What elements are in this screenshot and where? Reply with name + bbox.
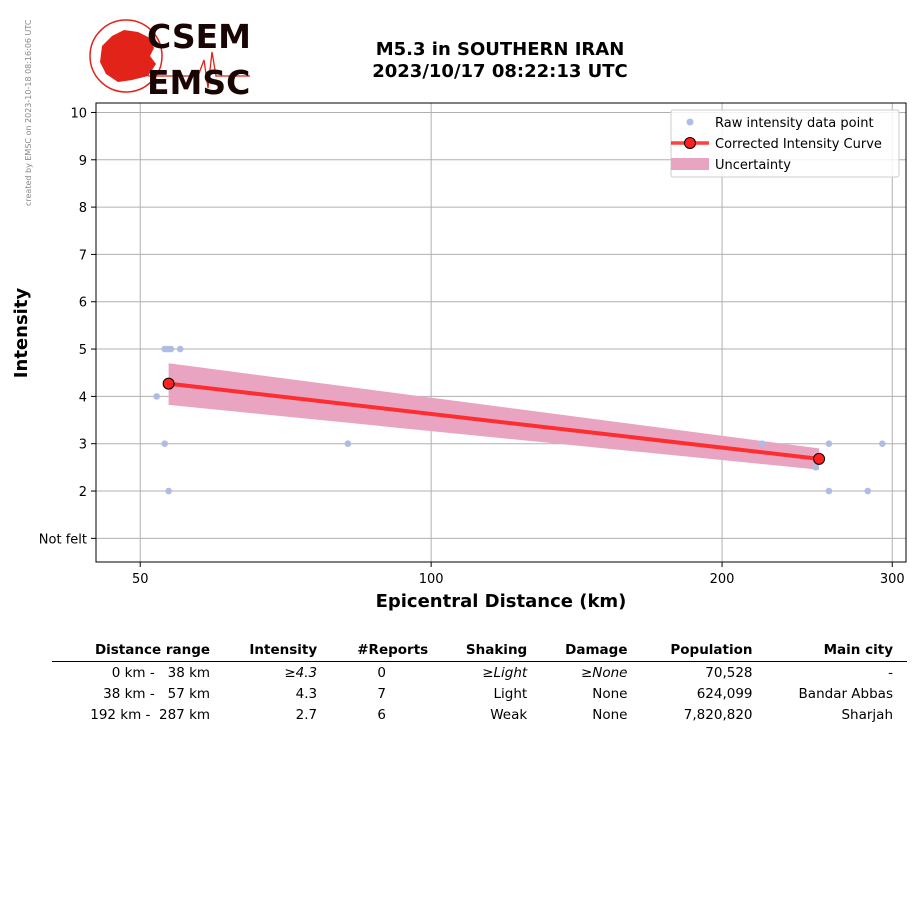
cell-shaking: Weak	[490, 707, 528, 723]
legend-curve-label: Corrected Intensity Curve	[715, 137, 882, 152]
table-row: 192 km - 287 km 2.7 6 Weak None 7,820,82…	[52, 704, 907, 725]
raw-data-point	[864, 487, 872, 495]
cell-population: 70,528	[705, 665, 753, 681]
cell-intensity: 4.3	[295, 686, 318, 702]
intensity-chart: 50 100 200 300 Not felt 2 3 4 5 6 7 8 9 10 Epicentra…	[11, 102, 907, 612]
legend-band-swatch	[671, 158, 709, 170]
cell-damage: None	[592, 707, 628, 723]
logo-globe-ring	[89, 19, 163, 93]
y-tick-label: 9	[79, 154, 87, 169]
y-tick-label: Not felt	[39, 532, 87, 547]
table-row: 0 km - 38 km ≥4.3 0 ≥Light ≥None 70,528 …	[52, 662, 907, 684]
plot-frame	[95, 102, 907, 563]
table-header-row: Distance range Intensity #Reports Shakin…	[52, 640, 907, 662]
cell-range: 192 km - 287 km	[90, 707, 211, 723]
raw-data-point	[825, 440, 833, 448]
logo-text-emsc: EMSC	[147, 63, 250, 98]
raw-data-point	[758, 440, 766, 448]
raw-data-point	[153, 393, 160, 400]
header-distance-range: Distance range	[52, 640, 225, 662]
cell-shaking: Light	[493, 686, 528, 702]
legend-raw-label: Raw intensity data point	[715, 116, 874, 131]
raw-data-point	[825, 487, 833, 495]
x-tick-label: 100	[419, 572, 444, 587]
y-tick-label: 5	[79, 343, 87, 358]
header-damage: Damage	[541, 640, 642, 662]
curve-layer	[162, 377, 826, 465]
chart-title-line2: 2023/10/17 08:22:13 UTC	[372, 61, 628, 82]
cell-range: 38 km - 57 km	[103, 686, 211, 702]
cell-intensity: 2.7	[295, 707, 318, 723]
curve-endpoint-marker	[162, 377, 175, 390]
cell-reports: 7	[377, 686, 386, 702]
corrected-intensity-curve	[166, 381, 822, 461]
curve-endpoint-marker	[813, 452, 826, 465]
creator-note: created by EMSC on 2023-10-18 08:16:06 U…	[24, 19, 33, 206]
y-tick-label: 8	[79, 201, 87, 216]
y-tick-label: 3	[79, 438, 87, 453]
cell-intensity: ≥4.3	[284, 665, 318, 681]
cell-population: 624,099	[696, 686, 753, 702]
header-reports: #Reports	[331, 640, 443, 662]
raw-data-point	[176, 345, 184, 353]
legend-band-label: Uncertainty	[715, 158, 791, 173]
raw-data-point	[167, 345, 175, 353]
y-tick-label: 10	[70, 106, 87, 121]
header-population: Population	[641, 640, 767, 662]
header-main-city: Main city	[766, 640, 907, 662]
cell-city: Sharjah	[841, 707, 893, 723]
cell-damage: None	[592, 686, 628, 702]
logo-text-csem: CSEM	[147, 17, 251, 56]
creator-note-text: created by EMSC on 2023-10-18 08:16:06 U…	[24, 19, 33, 206]
uncertainty-band	[168, 363, 820, 470]
x-tick-label: 50	[132, 572, 149, 587]
cell-city: -	[888, 665, 893, 681]
y-ticks: Not felt 2 3 4 5 6 7 8 9 10	[39, 106, 96, 547]
header-intensity: Intensity	[224, 640, 332, 662]
x-axis-label: Epicentral Distance (km)	[376, 591, 627, 612]
cell-damage: ≥None	[580, 665, 628, 681]
legend-raw-marker	[686, 118, 694, 126]
cell-reports: 6	[377, 707, 386, 723]
raw-data-point	[344, 440, 352, 448]
logo-europe-shape	[100, 30, 156, 82]
cell-city: Bandar Abbas	[798, 686, 893, 702]
grid	[96, 103, 906, 562]
raw-data-point	[165, 487, 172, 495]
cell-shaking: ≥Light	[482, 665, 528, 681]
emsc-logo: CSEM EMSC	[89, 17, 251, 98]
y-tick-label: 7	[79, 248, 87, 263]
raw-points-layer	[153, 345, 886, 495]
cell-reports: 0	[377, 665, 386, 681]
cell-range: 0 km - 38 km	[111, 665, 211, 681]
chart-title-line1: M5.3 in SOUTHERN IRAN	[375, 39, 625, 60]
legend: Raw intensity data point Corrected Inten…	[670, 109, 900, 178]
logo-seismogram	[148, 51, 250, 89]
raw-data-point	[161, 440, 168, 448]
uncertainty-band-layer	[168, 363, 820, 470]
x-ticks: 50 100 200 300	[132, 562, 905, 587]
table-row: 38 km - 57 km 4.3 7 Light None 624,099 B…	[52, 683, 907, 704]
y-tick-label: 6	[79, 296, 87, 311]
cell-population: 7,820,820	[683, 707, 753, 723]
header-shaking: Shaking	[442, 640, 542, 662]
y-tick-label: 2	[79, 485, 87, 500]
intensity-summary-table: Distance range Intensity #Reports Shakin…	[52, 640, 907, 725]
raw-data-point	[879, 440, 886, 448]
x-tick-label: 200	[710, 572, 735, 587]
y-tick-label: 4	[79, 390, 87, 405]
y-axis-label: Intensity	[11, 288, 32, 379]
legend-curve-marker	[684, 137, 696, 149]
raw-data-point	[812, 464, 820, 471]
x-tick-label: 300	[880, 572, 905, 587]
